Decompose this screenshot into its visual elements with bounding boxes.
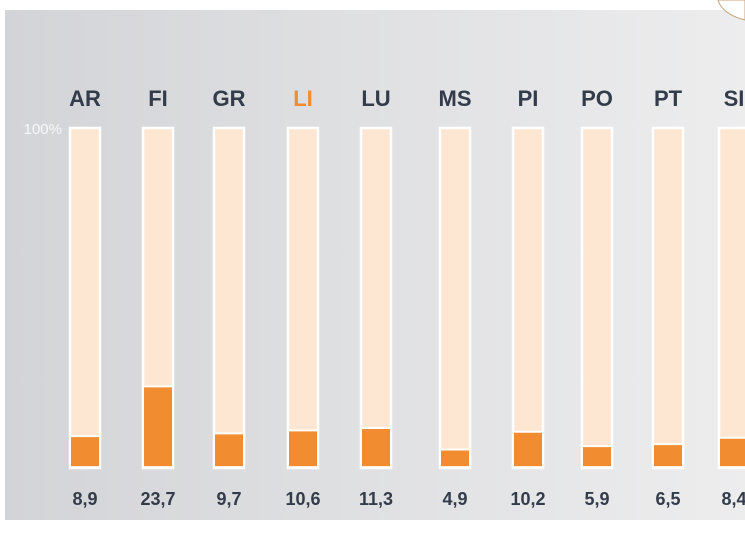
bar — [71, 436, 99, 466]
corner-shape — [717, 0, 745, 21]
bar-track — [717, 126, 745, 470]
bar-track — [359, 126, 393, 470]
bar-track — [212, 126, 246, 470]
value-label: 4,9 — [442, 489, 467, 509]
value-label: 9,7 — [216, 489, 241, 509]
category-label: LI — [293, 86, 313, 111]
category-label: PO — [581, 86, 613, 111]
category-label: SI — [724, 86, 745, 111]
category-label: GR — [213, 86, 246, 111]
value-label: 23,7 — [140, 489, 175, 509]
category-label: LU — [361, 86, 390, 111]
value-label: 5,9 — [584, 489, 609, 509]
bar-track — [68, 126, 102, 470]
category-label: FI — [148, 86, 168, 111]
value-label: 10,2 — [510, 489, 545, 509]
bar — [362, 428, 390, 466]
value-label: 10,6 — [285, 489, 320, 509]
value-label: 6,5 — [655, 489, 680, 509]
bar — [289, 430, 317, 466]
bar-track — [580, 126, 614, 470]
y-tick-label: 100% — [24, 121, 62, 138]
value-label: 8,4 — [721, 489, 745, 509]
bar — [441, 449, 469, 466]
category-label: MS — [439, 86, 472, 111]
bar — [215, 433, 243, 466]
bar — [654, 444, 682, 466]
bar-track — [286, 126, 320, 470]
bar — [583, 446, 611, 466]
value-label: 11,3 — [359, 489, 393, 509]
bar — [144, 386, 172, 466]
bar — [720, 437, 745, 466]
bar-track — [438, 126, 472, 470]
bar — [514, 431, 542, 466]
category-label: AR — [69, 86, 101, 111]
category-label: PT — [654, 86, 683, 111]
value-label: 8,9 — [72, 489, 97, 509]
bar-track — [651, 126, 685, 470]
category-label: PI — [518, 86, 539, 111]
bar-track — [511, 126, 545, 470]
